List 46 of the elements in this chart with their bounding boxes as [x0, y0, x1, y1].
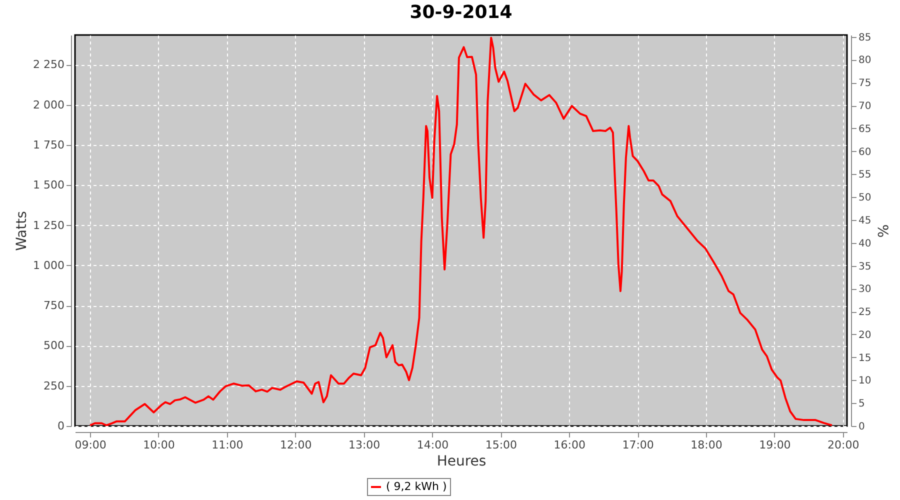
y-tick-label: 2 000 — [33, 98, 64, 112]
chart-title: 30-9-2014 — [410, 2, 512, 23]
y2-tick-label: 85 — [858, 32, 872, 44]
x-tick-label: 09:00 — [74, 438, 106, 452]
y-tick-label: 1 750 — [33, 138, 64, 152]
x-tick-label: 20:00 — [828, 438, 860, 452]
y-tick-label: 1 250 — [33, 218, 64, 232]
y-axis-title: Watts — [14, 211, 30, 251]
y-tick-label: 750 — [44, 299, 64, 312]
y2-tick-label: 35 — [858, 261, 872, 272]
x-tick-label: 10:00 — [143, 438, 175, 452]
x-tick-label: 19:00 — [759, 438, 791, 452]
x-tick-label: 12:00 — [280, 438, 312, 452]
y2-axis-title: % — [874, 224, 890, 238]
y2-tick-label: 20 — [858, 330, 872, 341]
y2-tick-label: 10 — [858, 376, 872, 387]
x-tick-label: 14:00 — [416, 438, 449, 452]
x-tick-label: 16:00 — [554, 438, 586, 452]
x-axis-title: Heures — [436, 454, 486, 470]
x-tick-label: 18:00 — [690, 438, 722, 452]
x-tick-label: 11:00 — [212, 438, 244, 452]
y2-tick-label: 60 — [858, 146, 872, 158]
y2-tick-label: 80 — [858, 55, 872, 66]
y-tick-label: 1 500 — [33, 178, 64, 192]
x-tick-label: 17:00 — [622, 438, 654, 452]
legend-label: ( 9,2 kWh ) — [386, 480, 447, 493]
y2-tick-label: 70 — [858, 101, 872, 112]
y-tick-label: 250 — [44, 379, 64, 392]
y-tick-label: 1 000 — [33, 258, 64, 272]
x-tick-label: 13:00 — [348, 438, 380, 452]
y2-tick-label: 30 — [858, 284, 872, 296]
y2-tick-label: 75 — [858, 78, 872, 90]
y2-tick-label: 40 — [858, 238, 872, 250]
y2-tick-label: 50 — [858, 192, 872, 204]
x-tick-label: 15:00 — [485, 438, 518, 452]
y2-tick-label: 15 — [858, 352, 872, 364]
y-tick-label: 500 — [44, 339, 64, 352]
y-tick-label: 0 — [58, 420, 64, 432]
y-tick-label: 2 250 — [33, 58, 64, 72]
y2-tick-label: 45 — [858, 215, 872, 226]
y2-tick-label: 55 — [858, 170, 872, 181]
y2-tick-label: 65 — [858, 124, 872, 135]
line-series — [89, 36, 833, 426]
y2-tick-label: 5 — [858, 398, 865, 410]
y2-tick-label: 0 — [858, 422, 865, 432]
y2-tick-label: 25 — [858, 307, 872, 318]
